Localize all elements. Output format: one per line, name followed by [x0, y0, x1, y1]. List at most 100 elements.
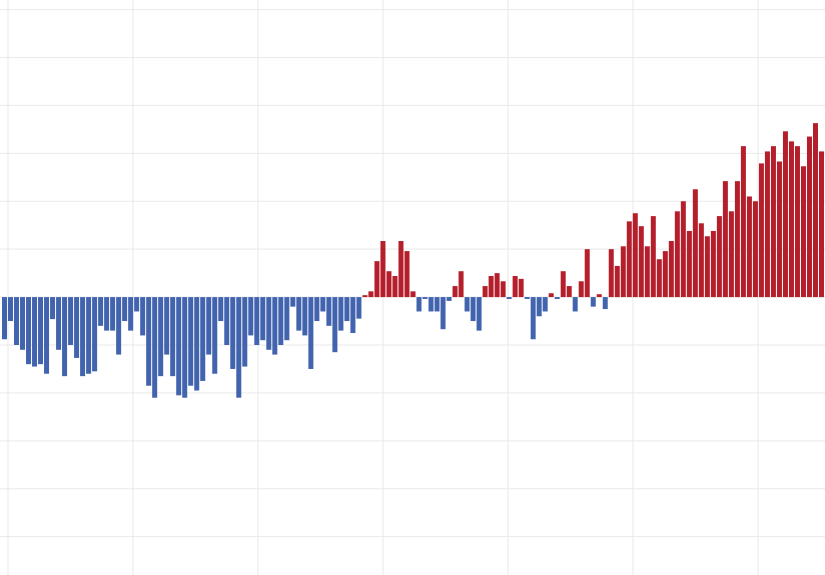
bar [458, 271, 464, 298]
bar [704, 236, 710, 298]
bar [536, 297, 542, 317]
bar [602, 297, 608, 310]
bar [344, 297, 350, 322]
bar [524, 297, 530, 299]
bar [146, 297, 152, 386]
bar [512, 276, 518, 298]
bar [62, 297, 68, 377]
bar [788, 141, 794, 298]
bar [494, 273, 500, 298]
bar [92, 297, 98, 372]
bar [446, 297, 452, 301]
bar [194, 297, 200, 391]
bar [680, 201, 686, 298]
bar [470, 297, 476, 322]
bar [692, 189, 698, 298]
bar [98, 297, 104, 326]
bar [656, 259, 662, 298]
bar [128, 297, 134, 331]
bar [722, 181, 728, 298]
bar [770, 146, 776, 298]
bar [32, 297, 38, 367]
bar [608, 249, 614, 298]
bar [596, 294, 602, 298]
bar [74, 297, 80, 358]
bar [674, 211, 680, 298]
bar [50, 297, 56, 320]
bar [104, 297, 110, 331]
bar [320, 297, 326, 312]
bar [362, 295, 368, 298]
bar [698, 223, 704, 298]
bar [464, 297, 470, 312]
bar [206, 297, 212, 355]
bar [476, 297, 482, 331]
bar [620, 246, 626, 298]
bar [482, 286, 488, 298]
bar [122, 297, 128, 322]
bar [2, 297, 8, 340]
bar [518, 278, 524, 298]
bar [134, 297, 140, 312]
bar [542, 297, 548, 312]
bar [422, 297, 428, 299]
bar [38, 297, 44, 365]
bar [314, 297, 320, 322]
bar [80, 297, 86, 377]
bar [338, 297, 344, 331]
bar [578, 281, 584, 298]
bar [284, 297, 290, 341]
bar [290, 297, 296, 307]
bar [410, 291, 416, 298]
bar [350, 297, 356, 334]
bar [116, 297, 122, 355]
bar [452, 286, 458, 298]
bar [164, 297, 170, 355]
bar [728, 211, 734, 298]
bar [326, 297, 332, 326]
bar [818, 151, 824, 298]
bar [68, 297, 74, 345]
bar [218, 297, 224, 322]
bar [272, 297, 278, 355]
bar [668, 241, 674, 298]
bar [380, 241, 386, 298]
bar [644, 246, 650, 298]
bar [110, 297, 116, 331]
bar [86, 297, 92, 374]
bar [374, 261, 380, 298]
bar [56, 297, 62, 350]
bar [416, 297, 422, 312]
bar [626, 221, 632, 298]
bar [392, 276, 398, 298]
bar [806, 136, 812, 298]
bar [800, 166, 806, 298]
bar [428, 297, 434, 312]
bar [260, 297, 266, 341]
bar [614, 265, 620, 298]
bar [158, 297, 164, 377]
bar [434, 297, 440, 312]
bar [308, 297, 314, 369]
bar [386, 271, 392, 298]
bar [506, 297, 512, 299]
bar [170, 297, 176, 377]
bar [200, 297, 206, 381]
bar [182, 297, 188, 398]
bar [686, 230, 692, 298]
bar [266, 297, 272, 350]
bar [758, 163, 764, 298]
bar [368, 291, 374, 298]
bar [254, 297, 260, 345]
bar [188, 297, 194, 386]
bar [560, 271, 566, 298]
bar [20, 297, 26, 350]
bar [242, 297, 248, 367]
bar [404, 251, 410, 298]
bar [632, 213, 638, 298]
bar [638, 226, 644, 298]
bar [650, 216, 656, 298]
bar [176, 297, 182, 396]
bar [782, 131, 788, 298]
